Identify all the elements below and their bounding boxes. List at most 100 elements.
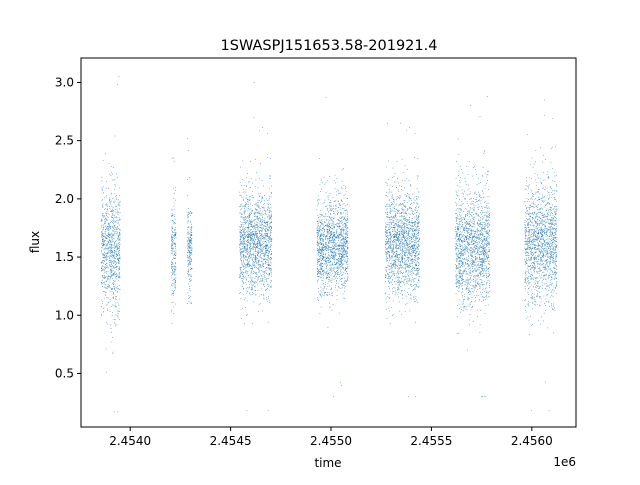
data-point [242, 294, 244, 295]
data-point [191, 254, 193, 256]
data-point [336, 267, 338, 269]
data-point [402, 255, 403, 256]
data-point [331, 253, 333, 255]
data-point [412, 248, 414, 249]
data-point [343, 223, 345, 225]
data-point [108, 233, 110, 234]
data-point [325, 236, 327, 238]
data-point [188, 259, 190, 261]
data-point [191, 234, 192, 236]
data-point [245, 204, 247, 206]
data-point [116, 222, 118, 224]
data-point [108, 275, 110, 277]
data-point [248, 230, 250, 232]
data-point [243, 238, 245, 239]
data-point [108, 226, 110, 227]
data-point [256, 274, 258, 275]
data-point [114, 184, 116, 185]
data-point [329, 193, 331, 194]
data-point [241, 216, 243, 218]
data-point [252, 237, 253, 239]
data-point [247, 229, 249, 231]
data-point [110, 249, 111, 251]
data-point [334, 227, 336, 229]
data-point [322, 247, 324, 248]
data-point [265, 253, 267, 255]
data-point [172, 232, 174, 233]
data-point [270, 262, 272, 264]
data-point [417, 175, 419, 177]
data-point [319, 313, 321, 315]
data-point [409, 236, 411, 238]
data-point [118, 217, 120, 218]
data-point [271, 280, 272, 282]
data-point [410, 248, 411, 250]
data-point [344, 242, 346, 244]
data-point [254, 186, 256, 187]
data-point [253, 264, 255, 266]
data-point [252, 280, 253, 282]
data-point [320, 267, 322, 269]
data-point [320, 271, 321, 273]
data-point [333, 276, 334, 278]
data-point [104, 267, 105, 268]
data-point [398, 234, 399, 236]
data-point [101, 268, 102, 270]
data-point [333, 258, 334, 259]
data-point [393, 253, 395, 255]
data-point [335, 237, 337, 238]
data-point [345, 239, 346, 240]
data-point [322, 249, 324, 250]
data-point [341, 254, 343, 255]
data-point [261, 245, 263, 246]
data-point [242, 254, 244, 255]
data-point [262, 263, 264, 265]
data-point [101, 234, 102, 236]
data-point [341, 284, 342, 285]
data-point [251, 234, 252, 236]
data-point [253, 247, 255, 249]
data-point [337, 262, 339, 264]
data-point [113, 274, 114, 275]
data-point [340, 275, 342, 276]
data-point [391, 222, 393, 224]
data-point [329, 217, 331, 218]
data-point [323, 256, 324, 258]
data-point [418, 225, 419, 227]
data-point [244, 233, 245, 235]
data-point [105, 257, 107, 258]
data-point [109, 290, 111, 292]
data-point [397, 221, 399, 223]
data-point [239, 244, 241, 245]
data-point [261, 235, 263, 237]
data-point [325, 246, 327, 248]
data-point [117, 317, 119, 319]
data-point [389, 255, 391, 256]
data-point [243, 219, 244, 221]
data-point [240, 258, 241, 260]
data-point [409, 219, 410, 220]
data-point [404, 225, 405, 226]
data-point [389, 258, 391, 260]
data-point [103, 235, 105, 237]
data-point [416, 216, 417, 218]
data-point [191, 226, 193, 228]
data-point [409, 270, 411, 272]
data-point [246, 220, 248, 221]
data-point [337, 258, 339, 260]
data-point [320, 262, 322, 264]
data-point [404, 260, 406, 262]
data-point [101, 282, 102, 283]
data-point [266, 300, 268, 302]
data-point [346, 234, 347, 235]
data-point [246, 197, 248, 199]
data-point [173, 306, 174, 308]
data-point [320, 293, 321, 295]
data-point [264, 253, 266, 255]
data-point [385, 181, 387, 183]
data-point [323, 244, 325, 246]
data-point [417, 247, 418, 248]
data-point [171, 245, 173, 246]
data-point [172, 262, 174, 264]
data-point [263, 248, 264, 250]
